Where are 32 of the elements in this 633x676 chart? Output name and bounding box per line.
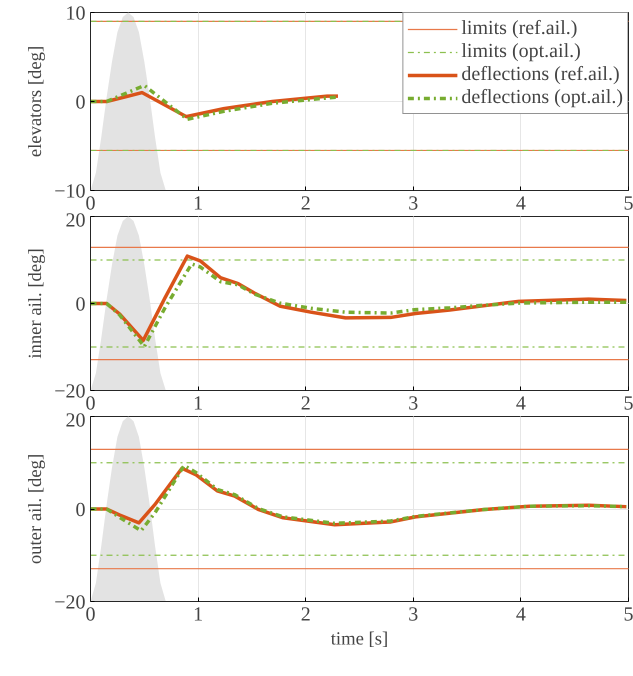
x-tick-label: 1 [193,192,204,214]
x-tick-label: 2 [300,604,311,626]
x-tick-label: 4 [516,604,526,626]
x-tick-label: 2 [300,392,311,414]
legend-label: deflections (opt.ail.) [461,86,623,109]
y-axis-title: elevators [deg] [25,46,46,158]
y-axis-title: inner ail. [deg] [25,248,46,359]
x-tick-label: 1 [193,604,204,626]
y-tick-label: 0 [76,294,86,316]
legend-label: deflections (ref.ail.) [461,63,620,86]
x-tick-label: 5 [624,392,633,414]
y-tick-label: 20 [66,410,86,432]
x-tick-label: 1 [193,392,204,414]
x-tick-label: 3 [408,604,418,626]
x-tick-label: 5 [624,192,633,214]
y-tick-label: −20 [54,592,86,614]
legend-label: limits (opt.ail.) [461,40,581,63]
y-tick-label: 20 [66,210,86,232]
y-tick-label: 0 [76,92,86,114]
y-tick-label: 0 [76,499,86,521]
y-tick-label: 10 [66,2,86,24]
y-tick-label: −10 [54,180,86,202]
x-tick-label: 3 [408,192,418,214]
x-tick-label: 2 [300,192,311,214]
y-axis-title: outer ail. [deg] [25,454,46,564]
x-tick-label: 4 [516,192,526,214]
x-tick-label: 3 [408,392,418,414]
y-tick-label: −20 [54,380,86,402]
x-tick-label: 5 [624,604,633,626]
ref-line-label: limits (ref.ail.) [461,17,578,40]
x-axis-title: time [s] [330,628,388,650]
x-tick-label: 4 [516,392,526,414]
